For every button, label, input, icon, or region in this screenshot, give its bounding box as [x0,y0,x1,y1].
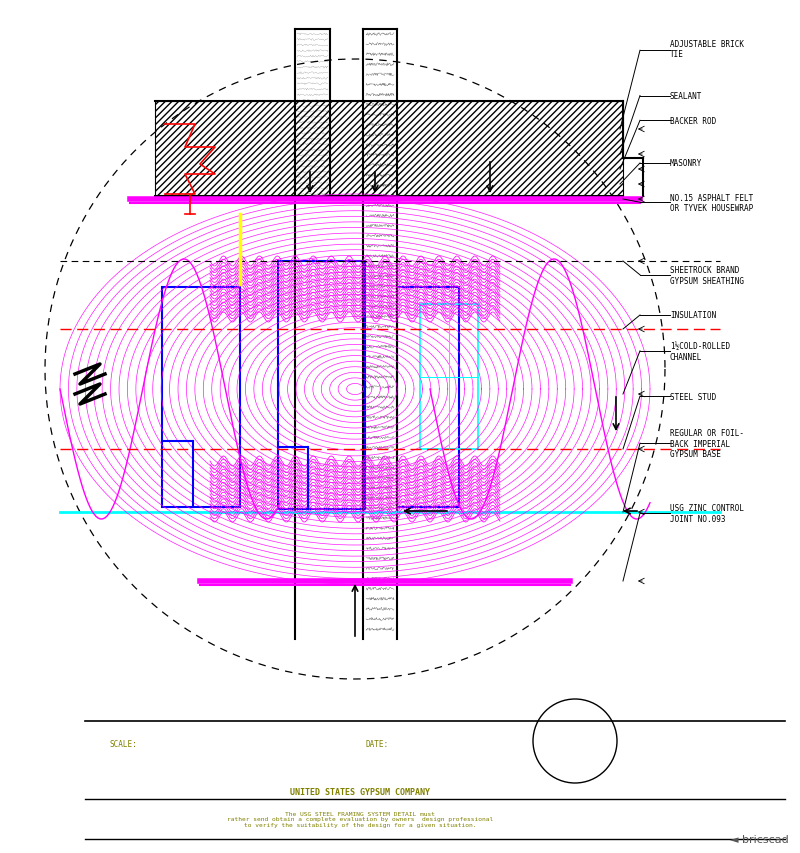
Text: UNITED STATES GYPSUM COMPANY: UNITED STATES GYPSUM COMPANY [290,787,430,797]
Bar [278,262,365,509]
Text: 1½COLD-ROLLED
CHANNEL: 1½COLD-ROLLED CHANNEL [670,342,730,361]
Bar [162,287,240,508]
Text: The USG STEEL FRAMING SYSTEM DETAIL must
rather send obtain a complete evaluatio: The USG STEEL FRAMING SYSTEM DETAIL must… [227,810,493,827]
Text: DATE:: DATE: [365,740,388,749]
Bar [420,305,478,450]
Text: USG ZINC CONTROL
JOINT NO.093: USG ZINC CONTROL JOINT NO.093 [670,504,744,523]
Text: STEEL STUD: STEEL STUD [670,392,716,401]
Text: BACKER ROD: BACKER ROD [670,117,716,125]
Text: SHEETROCK BRAND
GYPSUM SHEATHING: SHEETROCK BRAND GYPSUM SHEATHING [670,266,744,285]
Text: ADJUSTABLE BRICK
TIE: ADJUSTABLE BRICK TIE [670,40,744,59]
Text: NO.15 ASPHALT FELT
OR TYVEK HOUSEWRAP: NO.15 ASPHALT FELT OR TYVEK HOUSEWRAP [670,194,754,212]
Bar [397,287,459,508]
Text: ◄ bricscad: ◄ bricscad [730,834,789,844]
Text: INSULATION: INSULATION [670,311,716,320]
Text: SEALANT: SEALANT [670,92,702,101]
Circle shape [533,699,617,783]
Text: REGULAR OR FOIL-
BACK IMPERIAL
GYPSUM BASE: REGULAR OR FOIL- BACK IMPERIAL GYPSUM BA… [670,429,744,458]
Bar [155,102,623,197]
Text: MASONRY: MASONRY [670,160,702,168]
Text: SCALE:: SCALE: [110,740,138,749]
